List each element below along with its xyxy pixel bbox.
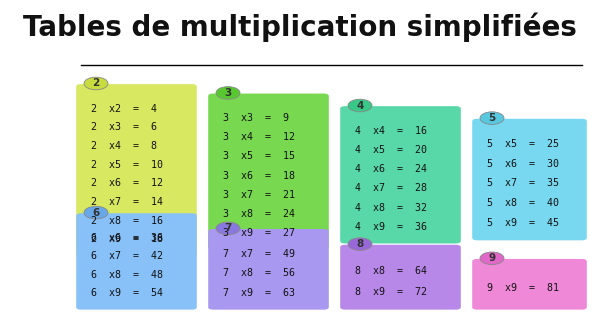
Text: 9: 9 <box>488 253 496 263</box>
Text: 2  x2  =  4: 2 x2 = 4 <box>91 104 157 114</box>
Text: 4  x7  =  28: 4 x7 = 28 <box>355 183 427 193</box>
Text: 6  x8  =  48: 6 x8 = 48 <box>91 270 163 280</box>
Text: 6  x6  =  36: 6 x6 = 36 <box>91 233 163 243</box>
Text: 3  x6  =  18: 3 x6 = 18 <box>223 171 295 180</box>
Text: 6: 6 <box>92 208 100 218</box>
Circle shape <box>348 99 372 112</box>
Text: 2  x9  =  18: 2 x9 = 18 <box>91 234 163 244</box>
Circle shape <box>84 206 108 219</box>
Text: 2  x5  =  10: 2 x5 = 10 <box>91 160 163 170</box>
Text: 4  x5  =  20: 4 x5 = 20 <box>355 145 427 155</box>
Text: 2  x7  =  14: 2 x7 = 14 <box>91 197 163 207</box>
Text: 6  x9  =  54: 6 x9 = 54 <box>91 288 163 298</box>
Text: 7: 7 <box>224 223 232 233</box>
Text: 4  x9  =  36: 4 x9 = 36 <box>355 222 427 232</box>
Text: 3  x9  =  27: 3 x9 = 27 <box>223 228 295 238</box>
Circle shape <box>84 77 108 90</box>
Circle shape <box>216 222 240 235</box>
Text: 7  x7  =  49: 7 x7 = 49 <box>223 249 295 259</box>
Text: 2  x3  =  6: 2 x3 = 6 <box>91 122 157 132</box>
Text: 5  x6  =  30: 5 x6 = 30 <box>487 159 559 169</box>
Text: 4  x4  =  16: 4 x4 = 16 <box>355 126 427 136</box>
Text: 8  x9  =  72: 8 x9 = 72 <box>355 287 427 297</box>
Text: 5  x5  =  25: 5 x5 = 25 <box>487 139 559 149</box>
Text: 8: 8 <box>356 239 364 249</box>
FancyBboxPatch shape <box>472 119 587 240</box>
FancyBboxPatch shape <box>340 106 461 243</box>
Text: 7  x9  =  63: 7 x9 = 63 <box>223 288 295 298</box>
Text: 8  x8  =  64: 8 x8 = 64 <box>355 266 427 276</box>
FancyBboxPatch shape <box>76 84 197 256</box>
Text: 3  x7  =  21: 3 x7 = 21 <box>223 190 295 200</box>
FancyBboxPatch shape <box>472 259 587 310</box>
Text: 3  x3  =  9: 3 x3 = 9 <box>223 113 289 123</box>
Text: 3  x4  =  12: 3 x4 = 12 <box>223 132 295 142</box>
Text: 5  x9  =  45: 5 x9 = 45 <box>487 218 559 228</box>
Text: 2  x6  =  12: 2 x6 = 12 <box>91 178 163 188</box>
Text: Tables de multiplication simplifiées: Tables de multiplication simplifiées <box>23 13 577 42</box>
Circle shape <box>216 87 240 99</box>
Text: 2  x8  =  16: 2 x8 = 16 <box>91 216 163 226</box>
Text: 5  x8  =  40: 5 x8 = 40 <box>487 198 559 208</box>
Text: 4: 4 <box>356 100 364 111</box>
Text: 2: 2 <box>92 78 100 89</box>
Text: 3: 3 <box>224 88 232 98</box>
Text: 4  x8  =  32: 4 x8 = 32 <box>355 203 427 213</box>
Circle shape <box>480 112 504 124</box>
FancyBboxPatch shape <box>76 213 197 310</box>
Text: 7  x8  =  56: 7 x8 = 56 <box>223 268 295 278</box>
Text: 2  x4  =  8: 2 x4 = 8 <box>91 141 157 151</box>
Text: 3  x5  =  15: 3 x5 = 15 <box>223 152 295 162</box>
Circle shape <box>348 238 372 250</box>
Text: 4  x6  =  24: 4 x6 = 24 <box>355 164 427 174</box>
Text: 5: 5 <box>488 113 496 123</box>
Text: 5  x7  =  35: 5 x7 = 35 <box>487 179 559 188</box>
Circle shape <box>480 252 504 265</box>
FancyBboxPatch shape <box>208 94 329 250</box>
FancyBboxPatch shape <box>340 245 461 310</box>
FancyBboxPatch shape <box>208 229 329 310</box>
Text: 3  x8  =  24: 3 x8 = 24 <box>223 209 295 219</box>
Text: 6  x7  =  42: 6 x7 = 42 <box>91 251 163 261</box>
Text: 9  x9  =  81: 9 x9 = 81 <box>487 283 559 293</box>
